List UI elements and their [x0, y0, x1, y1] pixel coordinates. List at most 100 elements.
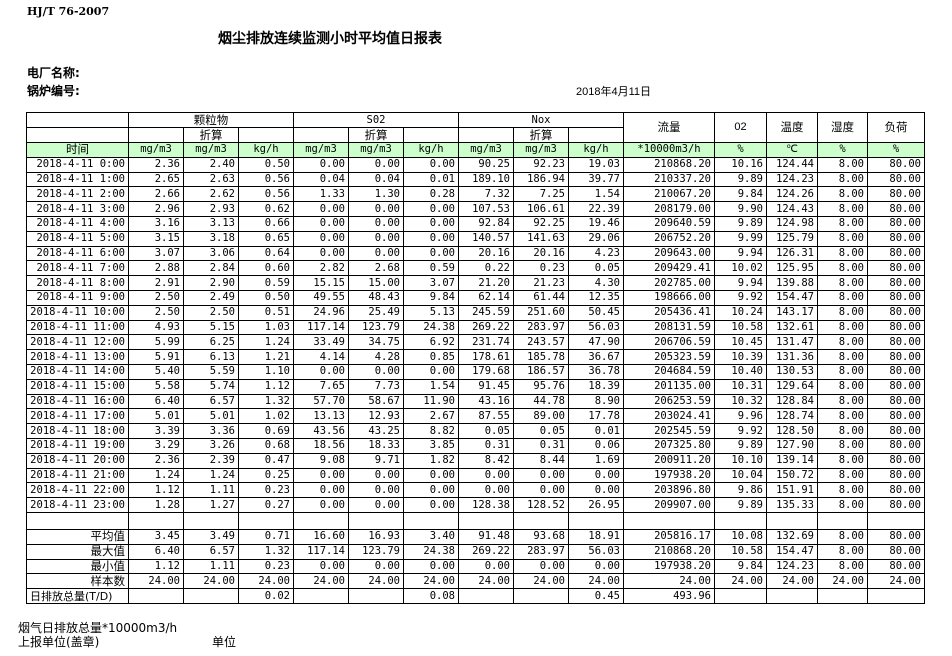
value-cell: 1.33 — [293, 186, 349, 203]
value-cell: 8.42 — [458, 452, 514, 469]
value-cell: 154.47 — [766, 289, 818, 306]
unit-cell: mg/m3 — [293, 142, 349, 158]
value-cell: 0.00 — [348, 201, 404, 217]
value-cell: 80.00 — [867, 156, 925, 173]
value-cell: 43.25 — [348, 423, 404, 439]
value-cell: 24.38 — [403, 319, 459, 336]
summary-value: 283.97 — [513, 543, 569, 560]
value-cell: 0.59 — [403, 260, 459, 277]
summary-value: 9.84 — [714, 558, 767, 575]
empty-cell — [714, 511, 767, 530]
value-cell: 8.00 — [817, 230, 868, 247]
value-cell: 124.98 — [766, 215, 818, 232]
empty-cell — [128, 511, 184, 530]
value-cell: 10.24 — [714, 304, 767, 321]
value-cell: 3.13 — [183, 215, 239, 232]
value-cell: 8.00 — [817, 467, 868, 484]
value-cell: 2.67 — [403, 408, 459, 425]
report-table: 颗粒物 S02 Nox 流量 02 温度 湿度 负荷 折算 折算 折算 时间 mg… — [26, 112, 925, 604]
value-cell: 2.93 — [183, 201, 239, 217]
time-cell: 2018-4-11 18:00 — [26, 423, 129, 439]
table-row: 2018-4-11 4:00 3.16 3.13 0.66 0.00 0.00 0.00 92… — [26, 215, 925, 232]
value-cell: 80.00 — [867, 245, 925, 262]
header-nox-converted: 折算 — [513, 127, 569, 143]
value-cell: 210868.20 — [623, 156, 715, 173]
value-cell: 3.26 — [183, 437, 239, 454]
value-cell: 0.00 — [513, 467, 569, 484]
value-cell: 0.00 — [348, 363, 404, 380]
value-cell: 6.57 — [183, 393, 239, 410]
table-row: 2018-4-11 0:00 2.36 2.40 0.50 0.00 0.00 0.00 90… — [26, 156, 925, 173]
value-cell: 5.58 — [128, 378, 184, 395]
value-cell: 0.50 — [238, 289, 294, 306]
value-cell: 8.00 — [817, 378, 868, 395]
value-cell: 0.00 — [568, 467, 624, 484]
value-cell: 205436.41 — [623, 304, 715, 321]
value-cell: 203024.41 — [623, 408, 715, 425]
unit-label: 单位 — [212, 635, 237, 649]
table-row: 2018-4-11 19:00 3.29 3.26 0.68 18.56 18.33 3.8… — [26, 437, 925, 454]
value-cell: 151.91 — [766, 482, 818, 499]
table-row: 2018-4-11 9:00 2.50 2.49 0.50 49.55 48.43 9.84… — [26, 289, 925, 306]
table-row: 2018-4-11 14:00 5.40 5.59 1.10 0.00 0.00 0.00 1… — [26, 363, 925, 380]
time-cell: 2018-4-11 3:00 — [26, 201, 129, 217]
value-cell: 0.00 — [403, 245, 459, 262]
value-cell: 0.01 — [568, 423, 624, 439]
value-cell: 189.10 — [458, 171, 514, 188]
value-cell: 4.23 — [568, 245, 624, 262]
summary-value: 24.00 — [403, 573, 459, 590]
value-cell: 26.95 — [568, 497, 624, 513]
value-cell: 0.25 — [238, 467, 294, 484]
value-cell: 10.39 — [714, 349, 767, 365]
value-cell: 5.99 — [128, 334, 184, 351]
table-row: 2018-4-11 21:00 1.24 1.24 0.25 0.00 0.00 0.00 0… — [26, 467, 925, 484]
value-cell: 0.00 — [293, 245, 349, 262]
value-cell: 8.90 — [568, 393, 624, 410]
value-cell: 8.00 — [817, 497, 868, 513]
value-cell: 132.61 — [766, 319, 818, 336]
summary-label: 样本数 — [26, 573, 129, 590]
value-cell: 186.94 — [513, 171, 569, 188]
value-cell: 0.00 — [403, 201, 459, 217]
value-cell: 0.00 — [293, 482, 349, 499]
value-cell: 29.06 — [568, 230, 624, 247]
value-cell: 128.50 — [766, 423, 818, 439]
value-cell: 131.47 — [766, 334, 818, 351]
table-row: 2018-4-11 8:00 2.91 2.90 0.59 15.15 15.00 3.07… — [26, 275, 925, 291]
value-cell: 0.00 — [293, 497, 349, 513]
value-cell: 2.66 — [128, 186, 184, 203]
value-cell: 2.63 — [183, 171, 239, 188]
value-cell: 80.00 — [867, 275, 925, 291]
time-cell: 2018-4-11 19:00 — [26, 437, 129, 454]
header-row-converted: 折算 折算 折算 — [26, 127, 925, 143]
table-row: 2018-4-11 20:00 2.36 2.39 0.47 9.08 9.71 1.82 8… — [26, 452, 925, 469]
daily-total-value: 493.96 — [623, 588, 715, 604]
value-cell: 0.56 — [238, 186, 294, 203]
table-row: 2018-4-11 16:00 6.40 6.57 1.32 57.70 58.67 11.… — [26, 393, 925, 410]
value-cell: 0.00 — [348, 482, 404, 499]
value-cell: 5.01 — [183, 408, 239, 425]
value-cell: 0.64 — [238, 245, 294, 262]
value-cell: 1.54 — [568, 186, 624, 203]
value-cell: 0.05 — [513, 423, 569, 439]
value-cell: 4.28 — [348, 349, 404, 365]
value-cell: 80.00 — [867, 186, 925, 203]
daily-total-value — [766, 588, 818, 604]
value-cell: 3.16 — [128, 215, 184, 232]
value-cell: 206706.59 — [623, 334, 715, 351]
value-cell: 206253.59 — [623, 393, 715, 410]
boiler-number-label: 锅炉编号: — [27, 84, 80, 98]
value-cell: 1.24 — [183, 467, 239, 484]
summary-label: 最大值 — [26, 543, 129, 560]
value-cell: 25.49 — [348, 304, 404, 321]
value-cell: 150.72 — [766, 467, 818, 484]
value-cell: 80.00 — [867, 171, 925, 188]
daily-total-value: 0.08 — [403, 588, 459, 604]
value-cell: 0.28 — [403, 186, 459, 203]
time-cell: 2018-4-11 2:00 — [26, 186, 129, 203]
value-cell: 107.53 — [458, 201, 514, 217]
value-cell: 204684.59 — [623, 363, 715, 380]
value-cell: 0.00 — [403, 467, 459, 484]
value-cell: 9.94 — [714, 245, 767, 262]
value-cell: 8.00 — [817, 201, 868, 217]
